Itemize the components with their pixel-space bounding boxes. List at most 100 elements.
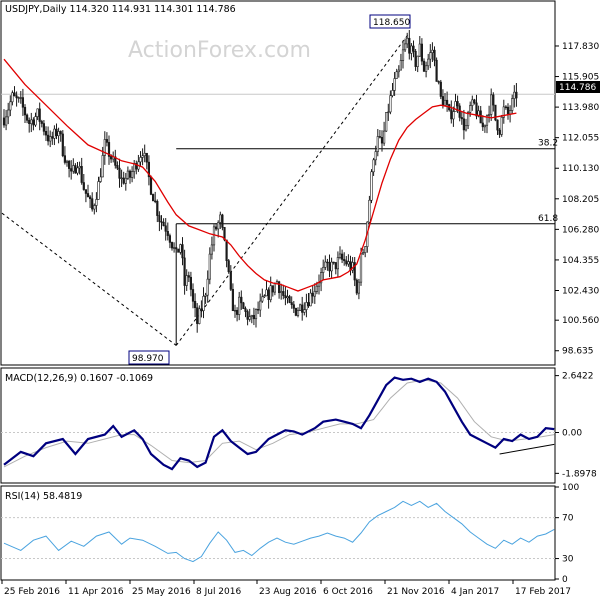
candle-body xyxy=(498,129,501,135)
candle-body xyxy=(143,152,146,157)
candle-body xyxy=(361,252,365,255)
candle-body xyxy=(382,130,386,144)
candle-body xyxy=(17,97,20,99)
candle-body xyxy=(154,200,157,203)
candle-body xyxy=(261,296,264,302)
candle-body xyxy=(424,65,428,72)
candle-body xyxy=(99,176,102,182)
candle-body xyxy=(13,92,16,97)
candle-body xyxy=(42,123,45,132)
decline-dashed-line xyxy=(1,212,177,346)
rsi-tick-label: 70 xyxy=(562,514,574,524)
candle-body xyxy=(200,308,203,311)
candle-body xyxy=(368,199,371,223)
candle-body xyxy=(25,114,29,121)
candle-body xyxy=(72,165,75,172)
candle-body xyxy=(227,260,230,273)
candle-body xyxy=(97,181,100,200)
low-label: 98.970 xyxy=(128,350,170,365)
candle-body xyxy=(141,155,144,158)
candle-body xyxy=(441,96,445,106)
candle-body xyxy=(298,304,302,311)
candle-body xyxy=(256,309,260,311)
candle-body xyxy=(175,247,178,250)
candle-body xyxy=(76,167,79,174)
candle-body xyxy=(229,271,232,290)
candle-body xyxy=(403,43,407,51)
candle-body xyxy=(23,106,27,116)
candle-body xyxy=(162,221,165,227)
time-axis: 25 Feb 2016 11 Apr 2016 25 May 2016 8 Jul 2… xyxy=(1,580,571,597)
candle-body xyxy=(183,257,186,286)
macd-header: MACD(12,26,9) 0.1607 -0.1069 xyxy=(5,373,153,384)
candle-body xyxy=(187,275,190,278)
candle-body xyxy=(198,308,201,324)
candle-body xyxy=(391,90,394,96)
candle-body xyxy=(7,109,10,118)
candle-body xyxy=(267,289,270,300)
candle-body xyxy=(74,165,77,174)
time-tick-label: 8 Jul 2016 xyxy=(196,587,241,597)
candle-body xyxy=(53,128,56,139)
candle-body xyxy=(9,101,12,111)
candle-body xyxy=(238,296,241,315)
candle-body xyxy=(378,136,382,138)
time-tick-label: 25 May 2016 xyxy=(132,587,191,597)
candle-body xyxy=(416,55,419,67)
candle-body xyxy=(93,205,96,210)
candle-body xyxy=(485,115,489,126)
candle-body xyxy=(445,99,449,105)
candle-body xyxy=(284,295,287,299)
candle-body xyxy=(248,316,251,320)
candle-body xyxy=(319,272,323,284)
candle-body xyxy=(55,128,58,137)
candle-body xyxy=(78,166,81,169)
fib-lines: 38.2 61.8 xyxy=(175,139,558,346)
candle-body xyxy=(471,99,474,106)
candle-body xyxy=(217,222,220,230)
rsi-tick-label: 100 xyxy=(562,483,579,493)
candle-body xyxy=(254,309,258,320)
candle-body xyxy=(215,226,218,230)
candle-body xyxy=(351,262,354,271)
rsi-tick-label: 0 xyxy=(562,575,568,585)
macd-line xyxy=(3,376,555,471)
candle-body xyxy=(324,261,327,268)
candle-body xyxy=(473,99,476,104)
candle-body xyxy=(5,116,8,126)
price-tick-label: 112.055 xyxy=(562,134,599,144)
candle-body xyxy=(15,95,18,99)
candle-body xyxy=(181,244,184,259)
candle-body xyxy=(110,156,113,160)
candle-body xyxy=(376,136,379,152)
candle-body xyxy=(95,199,98,206)
candle-body xyxy=(63,155,66,163)
price-tick-label: 106.280 xyxy=(562,225,599,235)
candle-body xyxy=(466,112,470,127)
candle-body xyxy=(124,177,127,184)
candle-body xyxy=(487,114,491,116)
candle-body xyxy=(433,49,436,61)
candle-body xyxy=(317,282,321,287)
candle-body xyxy=(194,301,197,308)
candle-body xyxy=(206,278,209,296)
high-label: 118.650 xyxy=(369,14,411,29)
candle-body xyxy=(450,109,453,120)
candle-body xyxy=(149,176,153,195)
candle-body xyxy=(452,111,455,120)
last-price-text: 114.786 xyxy=(559,83,596,93)
candle-body xyxy=(359,253,363,283)
candle-body xyxy=(340,253,344,260)
candle-body xyxy=(233,310,237,312)
candle-body xyxy=(429,52,432,60)
candle-body xyxy=(322,267,325,273)
macd-signal-line xyxy=(3,379,555,468)
candle-body xyxy=(294,308,298,316)
candle-body xyxy=(513,91,516,99)
candle-body xyxy=(307,302,310,307)
macd-tick-label: 0.00 xyxy=(562,428,582,438)
candle-body xyxy=(116,165,119,169)
candle-body xyxy=(252,315,256,320)
candle-body xyxy=(393,78,396,91)
